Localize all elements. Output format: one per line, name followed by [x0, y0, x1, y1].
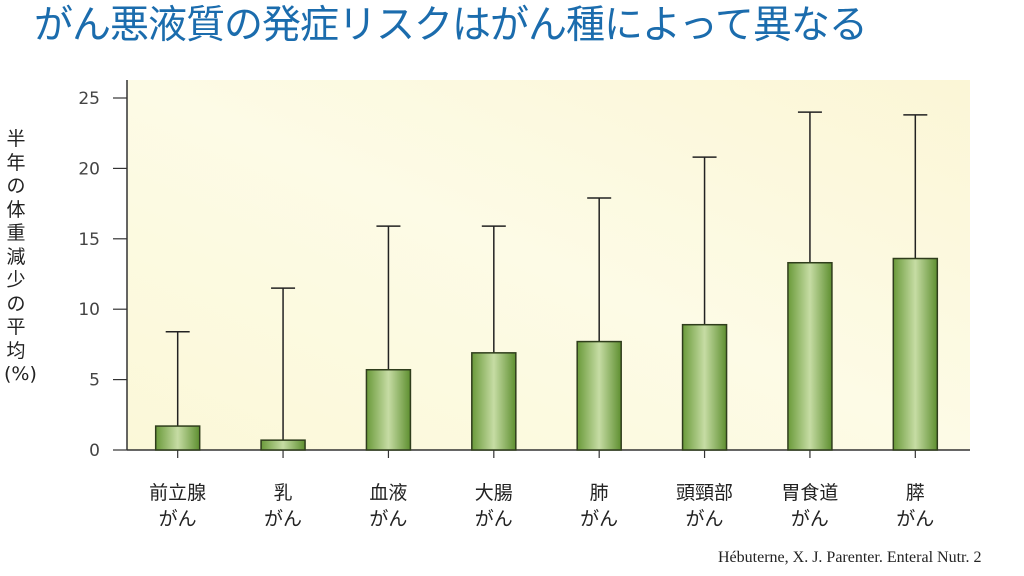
x-tick-label: 大腸 [475, 482, 513, 504]
y-tick-label: 20 [78, 159, 100, 179]
bar [892, 257, 939, 451]
plot-background [127, 80, 970, 450]
bar [576, 340, 622, 451]
x-tick-label: がん [475, 508, 513, 530]
y-tick-label: 15 [78, 230, 100, 250]
x-tick-label: がん [369, 508, 407, 530]
x-tick-label: がん [686, 508, 724, 530]
y-tick-label: 10 [78, 300, 100, 320]
x-tick-label: 血液 [369, 482, 407, 504]
page-title: がん悪液質の発症リスクはがん種によって異なる [34, 3, 868, 48]
citation: Hébuterne, X. J. Parenter. Enteral Nutr.… [718, 549, 982, 566]
y-tick-label: 5 [89, 371, 100, 391]
bar [471, 352, 517, 451]
x-tick-label: 胃食道 [781, 482, 838, 504]
x-tick-label: 膵 [906, 482, 925, 504]
bar [787, 261, 833, 451]
x-tick-label: がん [580, 508, 618, 530]
x-tick-label: がん [159, 508, 197, 530]
x-tick-label: がん [264, 508, 302, 530]
bar [260, 439, 306, 451]
y-tick-label: 25 [78, 89, 100, 109]
x-tick-label: がん [791, 508, 829, 530]
bar [681, 323, 728, 451]
x-tick-label: がん [896, 508, 934, 530]
bar [365, 368, 412, 451]
x-tick-label: 肺 [590, 482, 609, 504]
x-tick-label: 乳 [274, 482, 293, 504]
x-tick-label: 前立腺 [149, 482, 206, 504]
bar [154, 425, 201, 451]
y-axis-label: 半年の体重減少の平均(%) [4, 128, 37, 385]
y-tick-label: 0 [89, 441, 100, 461]
x-tick-label: 頭頸部 [676, 482, 733, 504]
